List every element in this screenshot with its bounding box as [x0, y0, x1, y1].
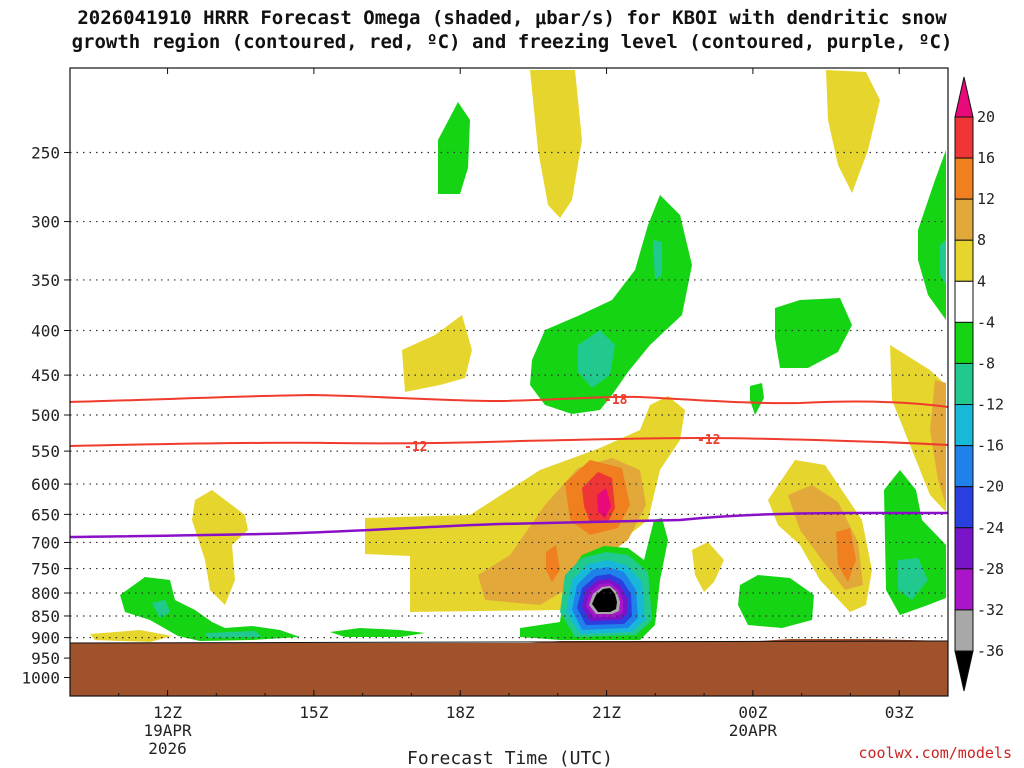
omega-fill-layer	[90, 70, 946, 642]
x-tick-label: 15Z	[299, 703, 328, 722]
colorbar-band	[954, 280, 974, 323]
dgz-contour-minus12	[69, 436, 949, 447]
colorbar-label: -4	[977, 313, 995, 331]
terrain-fill	[70, 639, 948, 696]
dgz-label-minus12-b: -12	[697, 433, 720, 448]
omega-region-orange	[546, 545, 560, 582]
colorbar-band	[954, 198, 974, 241]
colorbar-label: -36	[977, 642, 1004, 660]
colorbar-label: 20	[977, 108, 995, 126]
y-tick-label: 300	[31, 213, 60, 232]
colorbar-band	[954, 239, 974, 282]
colorbar-band	[954, 116, 974, 159]
credit-link[interactable]: coolwx.com/models	[858, 744, 1012, 762]
colorbar-bottom-extension	[954, 650, 974, 692]
colorbar-label: -8	[977, 354, 995, 372]
x-tick-label: 12Z	[153, 703, 182, 722]
colorbar-band	[954, 568, 974, 611]
omega-region-teal	[898, 558, 928, 600]
x-tick-label: 00Z	[738, 703, 767, 722]
omega-region-yellow	[90, 630, 172, 642]
colorbar-band	[954, 486, 974, 529]
title-line-2: growth region (contoured, red, ºC) and f…	[71, 31, 953, 53]
omega-region-yellow	[692, 542, 724, 592]
y-tick-label: 1000	[21, 669, 60, 688]
y-tick-label: 550	[31, 442, 60, 461]
omega-region-teal	[152, 600, 170, 618]
colorbar-label: -24	[977, 519, 1004, 537]
colorbar-label: -20	[977, 478, 1004, 496]
colorbar-label: -28	[977, 560, 1004, 578]
colorbar-band	[954, 157, 974, 200]
colorbar-band	[954, 609, 974, 652]
omega-region-green	[530, 195, 692, 414]
freezing-level-contour	[69, 511, 948, 539]
y-tick-label: 750	[31, 560, 60, 579]
colorbar-label: -32	[977, 601, 1004, 619]
colorbar: 20 16 12 8 4 -4 -8 -12 -16 -20 -24 -28 -32 -36	[954, 76, 1004, 692]
dgz-contour-minus18	[69, 393, 949, 408]
omega-region-yellow	[890, 345, 946, 512]
y-tick-label: 700	[31, 533, 60, 552]
y-tick-label: 400	[31, 322, 60, 341]
omega-region-magenta	[597, 488, 611, 518]
y-tick-label: 900	[31, 629, 60, 648]
title-line-1: 2026041910 HRRR Forecast Omega (shaded, …	[77, 7, 947, 29]
colorbar-label: 8	[977, 231, 986, 249]
y-tick-label: 600	[31, 475, 60, 494]
omega-region-teal	[653, 240, 662, 280]
y-tick-label: 800	[31, 584, 60, 603]
omega-region-orange	[930, 380, 946, 505]
y-tick-label: 650	[31, 505, 60, 524]
colorbar-label: 12	[977, 190, 995, 208]
x-tick-date: 19APR	[143, 721, 192, 740]
colorbar-band	[954, 404, 974, 447]
colorbar-band	[954, 445, 974, 488]
y-tick-label: 250	[31, 144, 60, 163]
omega-region-teal	[940, 240, 946, 285]
terrain-top-line	[69, 640, 949, 644]
y-axis: 250 300 350 400 450 500 550 600 650 700 750 800 850 9…	[21, 144, 70, 688]
dgz-label-minus18: -18	[604, 393, 628, 408]
x-tick-year: 2026	[148, 739, 187, 758]
omega-region-yellow	[365, 396, 685, 612]
x-tick-label: 03Z	[885, 703, 914, 722]
dgz-label-minus12-a: -12	[404, 440, 427, 455]
omega-region-yellow	[530, 70, 582, 218]
colorbar-label: 16	[977, 149, 995, 167]
omega-region-yellow	[826, 70, 880, 193]
x-tick-label: 18Z	[446, 703, 475, 722]
omega-region-green	[775, 298, 852, 368]
omega-region-black	[592, 588, 617, 612]
omega-region-green	[120, 577, 300, 641]
colorbar-label: -12	[977, 396, 1004, 414]
y-tick-label: 850	[31, 607, 60, 626]
omega-region-yellow	[192, 490, 248, 605]
x-tick-label: 21Z	[592, 703, 621, 722]
x-axis-label: Forecast Time (UTC)	[407, 748, 613, 768]
omega-region-green	[918, 150, 946, 320]
x-tick-date: 20APR	[729, 721, 778, 740]
omega-region-teal	[578, 330, 615, 388]
y-tick-label: 500	[31, 406, 60, 425]
colorbar-top-extension	[954, 76, 974, 118]
omega-region-yellow	[402, 315, 472, 392]
y-tick-label: 350	[31, 271, 60, 290]
colorbar-label: 4	[977, 272, 986, 290]
y-tick-label: 450	[31, 366, 60, 385]
colorbar-band	[954, 362, 974, 406]
colorbar-label: -16	[977, 437, 1004, 455]
omega-region-green	[330, 628, 425, 637]
omega-region-teal	[205, 631, 262, 638]
colorbar-band	[954, 321, 974, 364]
colorbar-band	[954, 527, 974, 570]
chart-title: 2026041910 HRRR Forecast Omega (shaded, …	[0, 6, 1024, 54]
omega-region-green	[738, 575, 814, 628]
y-tick-label: 950	[31, 649, 60, 668]
omega-region-green	[438, 102, 470, 194]
omega-region-green	[750, 383, 764, 415]
